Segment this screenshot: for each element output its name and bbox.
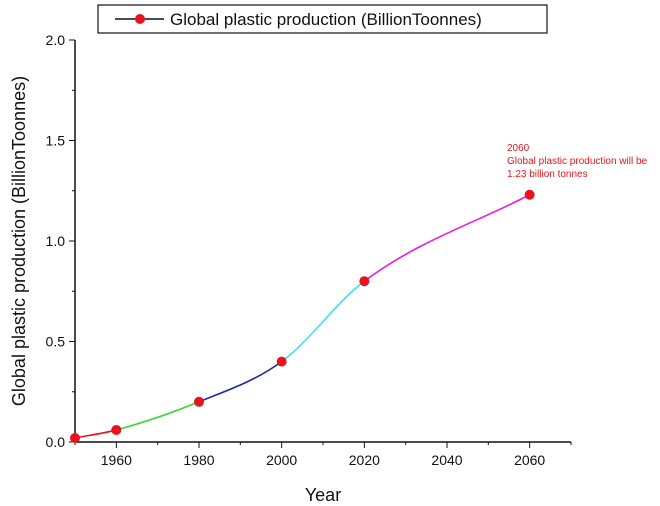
annotation-line-1: 2060 xyxy=(507,143,530,154)
plot-frame xyxy=(75,40,571,442)
y-tick-label: 1.5 xyxy=(46,133,66,149)
y-tick-label: 0.0 xyxy=(46,434,66,450)
data-point xyxy=(111,424,122,435)
annotation-line-2: Global plastic production will be xyxy=(507,156,648,167)
data-point xyxy=(276,356,287,367)
x-tick-label: 2060 xyxy=(514,452,545,468)
y-tick-label: 1.0 xyxy=(46,233,66,249)
line-segment xyxy=(116,401,200,431)
y-ticks: 0.0 0.5 1.0 1.5 2.0 xyxy=(46,32,75,450)
series-markers xyxy=(70,189,535,443)
line-segment xyxy=(363,194,531,282)
x-tick-label: 1980 xyxy=(183,452,214,468)
legend-box xyxy=(97,4,548,34)
x-ticks: 1960 1980 2000 2020 2040 2060 xyxy=(74,442,572,468)
line-segment xyxy=(281,280,365,363)
legend-marker xyxy=(135,14,145,24)
line-segment xyxy=(74,429,117,439)
data-point xyxy=(70,432,80,443)
x-tick-label: 2020 xyxy=(349,452,380,468)
annotation-line-3: 1.23 billion tonnes xyxy=(507,169,588,180)
line-segment xyxy=(198,360,283,403)
x-axis-title: Year xyxy=(305,485,341,505)
data-point xyxy=(194,396,204,407)
x-tick-label: 2040 xyxy=(431,452,462,468)
legend: Global plastic production (BillionToonne… xyxy=(97,4,548,34)
data-point xyxy=(359,276,370,287)
data-point xyxy=(524,189,535,200)
x-tick-label: 1960 xyxy=(101,452,132,468)
y-tick-label: 2.0 xyxy=(46,32,66,48)
legend-label: Global plastic production (BillionToonne… xyxy=(170,10,482,29)
x-tick-label: 2000 xyxy=(266,452,297,468)
annotation: 2060 Global plastic production will be 1… xyxy=(507,143,648,180)
series-line xyxy=(74,194,531,439)
y-axis-title: Global plastic production (BillionToonne… xyxy=(9,76,29,406)
y-tick-label: 0.5 xyxy=(46,334,66,350)
